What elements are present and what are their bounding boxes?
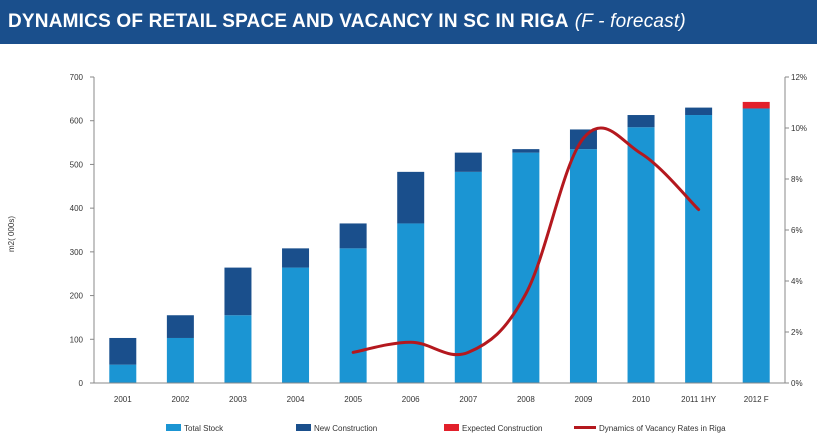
total-stock-bar: [109, 364, 137, 383]
left-tick-label: 200: [70, 292, 84, 301]
right-tick-label: 8%: [791, 175, 803, 184]
x-tick-label: 2012 F: [744, 395, 769, 404]
right-axis: 0% 2% 4% 6% 8% 10% 12%: [784, 73, 807, 388]
x-tick-label: 2009: [575, 395, 593, 404]
right-tick-label: 0%: [791, 379, 803, 388]
x-tick-label: 2008: [517, 395, 535, 404]
legend-swatch: [166, 424, 181, 431]
left-tick-label: 100: [70, 335, 84, 344]
left-tick-label: 500: [70, 160, 84, 169]
total-stock-bar: [397, 223, 425, 383]
total-stock-bar: [512, 152, 540, 383]
left-tick-label: 0: [79, 379, 84, 388]
right-tick-label: 6%: [791, 226, 803, 235]
right-tick-label: 10%: [791, 124, 807, 133]
legend-swatch: [296, 424, 311, 431]
legend-label: Dynamics of Vacancy Rates in Riga: [599, 424, 726, 433]
total-stock-bar: [166, 337, 194, 383]
total-stock-bar: [685, 115, 713, 383]
legend-item-new-construction: New Construction: [296, 424, 377, 433]
x-tick-label: 2011 1HY: [681, 395, 717, 404]
legend: Total Stock New Construction Expected Cons…: [166, 424, 726, 433]
total-stock-bar: [742, 108, 770, 383]
x-tick-label: 2002: [171, 395, 189, 404]
x-tick-label: 2001: [114, 395, 132, 404]
legend-label: Expected Construction: [462, 424, 543, 433]
x-tick-label: 2005: [344, 395, 362, 404]
new-construction-bar: [166, 315, 194, 338]
new-construction-bar: [397, 171, 425, 224]
new-construction-bar: [627, 115, 655, 128]
new-construction-bar: [224, 267, 252, 316]
left-axis: 0 100 200 300 400 500 600 700: [70, 73, 95, 388]
new-construction-bar: [282, 248, 310, 268]
x-tick-label: 2004: [287, 395, 305, 404]
chart-title-banner: DYNAMICS OF RETAIL SPACE AND VACANCY IN …: [0, 0, 817, 44]
left-tick-label: 300: [70, 248, 84, 257]
x-tick-label: 2006: [402, 395, 420, 404]
legend-item-vacancy-rates: Dynamics of Vacancy Rates in Riga: [574, 424, 726, 433]
legend-item-expected-construction: Expected Construction: [444, 424, 543, 433]
new-construction-bar: [454, 152, 482, 172]
legend-label: New Construction: [314, 424, 377, 433]
new-construction-bar: [512, 149, 540, 153]
left-tick-label: 600: [70, 117, 84, 126]
right-tick-label: 2%: [791, 328, 803, 337]
vacancy-line-layer: [351, 126, 701, 357]
total-stock-bar: [282, 267, 310, 383]
y-axis-label: m2( 000s): [7, 216, 16, 252]
new-construction-bar: [685, 107, 713, 116]
total-stock-bar: [627, 127, 655, 384]
legend-label: Total Stock: [184, 424, 224, 433]
x-axis: 2001 2002 2003 2004 2005 2006 2007 2008 2009 2010…: [94, 382, 785, 404]
x-tick-label: 2007: [459, 395, 477, 404]
left-tick-label: 400: [70, 204, 84, 213]
chart-subtitle: (F - forecast): [574, 11, 686, 32]
total-stock-bar: [224, 315, 252, 383]
total-stock-bar: [339, 248, 367, 383]
new-construction-bar: [109, 337, 137, 365]
x-tick-label: 2010: [632, 395, 650, 404]
total-stock-bar: [569, 149, 597, 383]
right-tick-label: 4%: [791, 277, 803, 286]
new-construction-bar: [339, 223, 367, 249]
bars: [109, 101, 770, 384]
expected-construction-bar: [742, 101, 770, 109]
x-tick-label: 2003: [229, 395, 247, 404]
right-tick-label: 12%: [791, 73, 807, 82]
vacancy-line: [351, 126, 701, 357]
left-tick-label: 700: [70, 73, 84, 82]
legend-item-total-stock: Total Stock: [166, 424, 224, 433]
chart-title: DYNAMICS OF RETAIL SPACE AND VACANCY IN …: [8, 11, 569, 32]
legend-swatch: [444, 424, 459, 431]
